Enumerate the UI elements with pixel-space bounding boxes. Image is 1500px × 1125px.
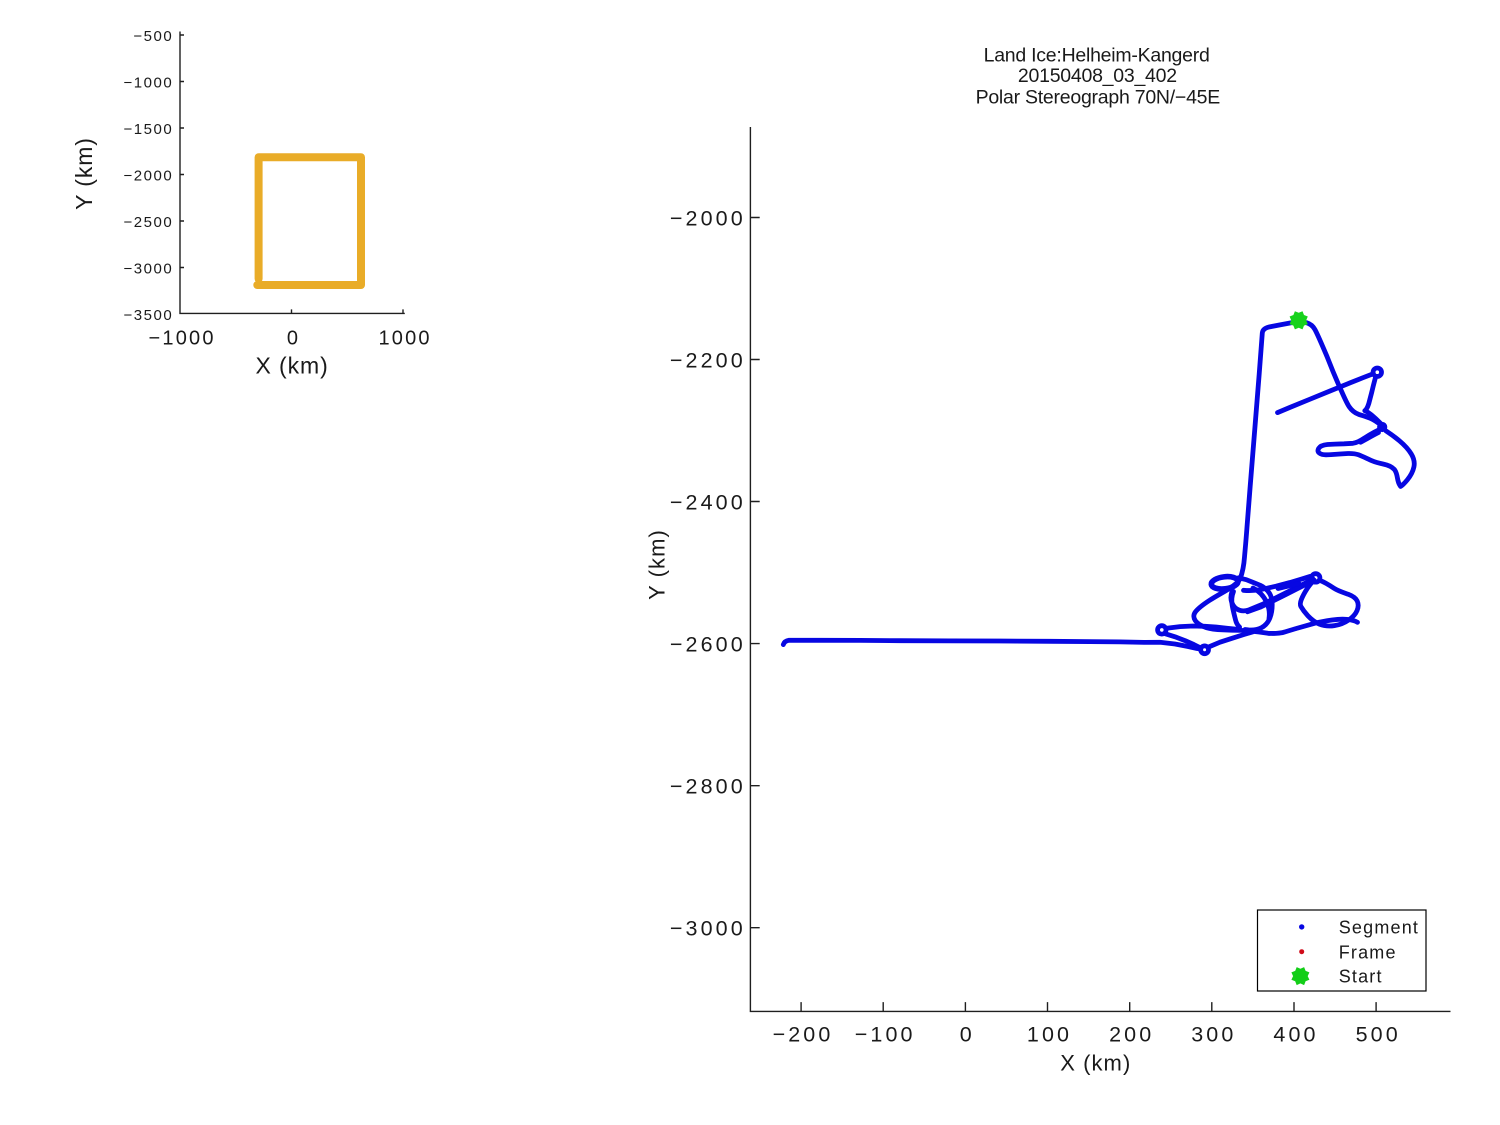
svg-text:−2800: −2800 — [670, 775, 746, 799]
svg-text:−2400: −2400 — [670, 490, 746, 514]
svg-text:−1000: −1000 — [124, 75, 174, 92]
svg-text:400: 400 — [1273, 1023, 1318, 1047]
svg-text:−1000: −1000 — [149, 327, 216, 349]
svg-text:100: 100 — [1027, 1023, 1072, 1047]
svg-text:0: 0 — [960, 1023, 975, 1047]
svg-text:−2200: −2200 — [670, 348, 746, 372]
svg-text:200: 200 — [1109, 1023, 1154, 1047]
svg-text:−1500: −1500 — [124, 121, 174, 138]
svg-text:−100: −100 — [855, 1023, 916, 1047]
svg-text:Y (km): Y (km) — [71, 137, 97, 210]
svg-text:Frame: Frame — [1339, 942, 1397, 962]
svg-text:Polar Stereograph 70N/−45E: Polar Stereograph 70N/−45E — [976, 86, 1221, 108]
svg-text:−500: −500 — [133, 28, 173, 45]
svg-text:−200: −200 — [773, 1023, 834, 1047]
svg-text:−3500: −3500 — [124, 307, 174, 324]
svg-text:−2600: −2600 — [670, 633, 746, 657]
svg-text:−3000: −3000 — [124, 261, 174, 278]
svg-text:−2000: −2000 — [124, 168, 174, 185]
svg-text:X (km): X (km) — [1060, 1051, 1131, 1076]
svg-text:300: 300 — [1191, 1023, 1236, 1047]
svg-text:−2000: −2000 — [670, 206, 746, 230]
svg-text:Segment: Segment — [1339, 918, 1419, 938]
svg-text:0: 0 — [287, 327, 300, 349]
svg-text:Start: Start — [1339, 967, 1383, 987]
svg-text:−3000: −3000 — [670, 917, 746, 941]
svg-text:−2500: −2500 — [124, 214, 174, 231]
svg-text:X (km): X (km) — [256, 352, 329, 378]
svg-text:Y (km): Y (km) — [645, 529, 670, 600]
svg-text:Land Ice:Helheim-Kangerd: Land Ice:Helheim-Kangerd — [984, 45, 1210, 67]
svg-text:500: 500 — [1356, 1023, 1401, 1047]
svg-text:20150408_03_402: 20150408_03_402 — [1018, 65, 1177, 87]
svg-text:1000: 1000 — [378, 327, 431, 349]
